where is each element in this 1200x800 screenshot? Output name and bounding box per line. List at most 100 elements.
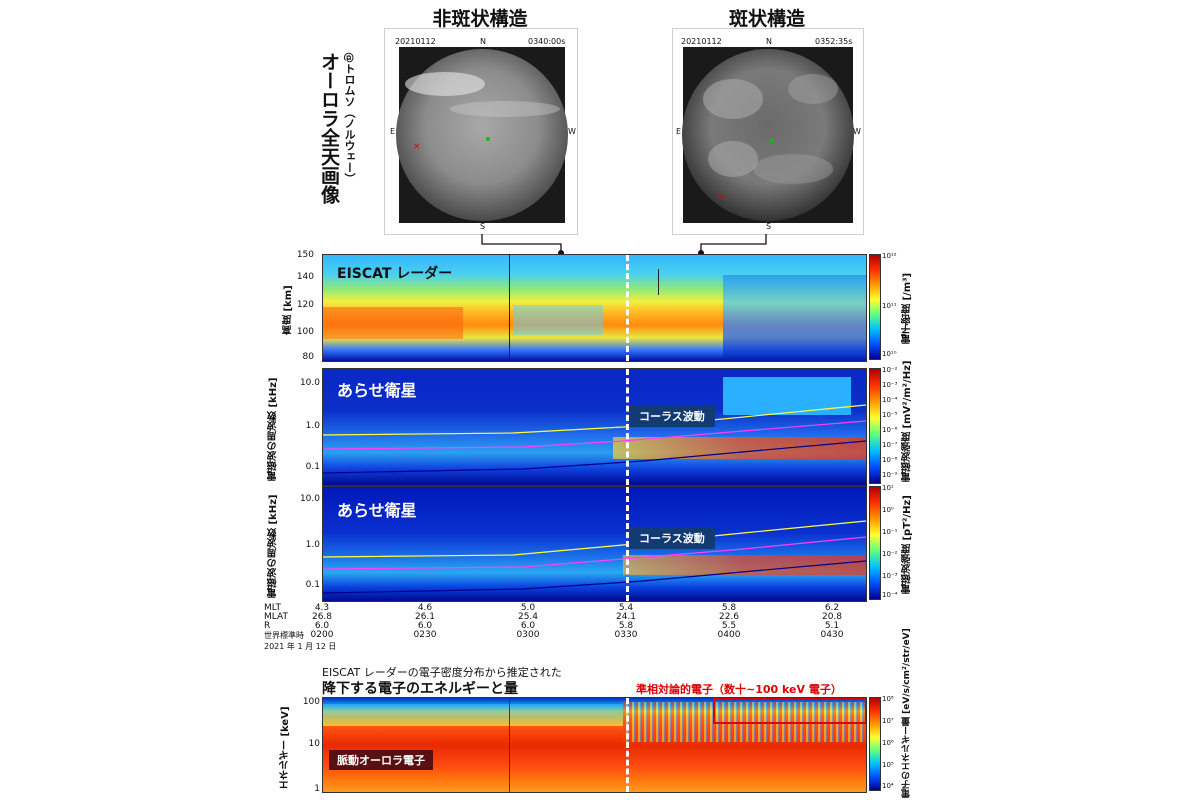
allsky-image-left: 20210112 N 0340:00s E W S ×	[384, 28, 578, 235]
panel2-cbar-label: 電磁波強度 [mV²/m²/Hz]	[902, 360, 913, 482]
panel2-cbar-tick-4: 10⁻⁶	[882, 426, 898, 434]
connector-lines	[481, 234, 767, 256]
panel4-cbar-tick-4: 10⁴	[882, 782, 894, 790]
panel3-ylabel: 電磁波の周波数 [kHz]	[268, 494, 279, 598]
panel2-cbar-tick-1: 10⁻³	[882, 381, 898, 389]
panel2-cbar-tick-7: 10⁻⁹	[882, 471, 898, 479]
panel1-colorbar	[869, 254, 881, 360]
panel2-chorus-label: コーラス波動	[629, 405, 715, 427]
energy-caption-line1: EISCAT レーダーの電子密度分布から推定された	[322, 666, 562, 679]
panel4-cbar-tick-2: 10⁶	[882, 739, 894, 747]
panel2-plot: あらせ衛星 コーラス波動	[322, 368, 867, 486]
allsky-right-arase-marker	[770, 139, 774, 143]
xaxis-col-2: 5.0 25.4 6.0 0300	[516, 603, 540, 640]
xaxis-date: 2021 年 1 月 12 日	[264, 642, 337, 651]
panel1-ytick-4: 80	[302, 352, 314, 362]
allsky-title: オーロラ全天画像	[318, 52, 340, 204]
panel3-cbar-tick-2: 10⁻¹	[882, 528, 898, 536]
allsky-left-arase-marker	[486, 137, 490, 141]
allsky-right-e: E	[676, 127, 682, 136]
panel2-ytick-0: 10.0	[299, 378, 320, 388]
panel3-title: あらせ衛星	[337, 501, 417, 520]
panel3-plot: あらせ衛星 コーラス波動	[322, 486, 867, 602]
panel2-cbar-tick-5: 10⁻⁷	[882, 441, 898, 449]
xaxis-col-5: 6.2 20.8 5.1 0430	[820, 603, 844, 640]
panel4-ytick-1: 10	[308, 739, 320, 749]
panel1-cbar-label: 電子密度 [/m³]	[902, 272, 913, 344]
panel2-ytick-1: 1.0	[305, 421, 320, 431]
panel3-ytick-2: 0.1	[305, 580, 320, 590]
panel3-cbar-tick-5: 10⁻⁴	[882, 591, 898, 599]
panel3-chorus-label: コーラス波動	[629, 527, 715, 549]
panel1-title: EISCAT レーダー	[337, 266, 453, 282]
panel1-cbar-tick-1: 10¹¹	[882, 302, 897, 310]
allsky-right-time: 0352:35s	[815, 37, 853, 46]
allsky-left-s: S	[480, 222, 486, 231]
panel3-ytick-1: 1.0	[305, 540, 320, 550]
panel4-cbar-tick-0: 10⁸	[882, 695, 894, 703]
xaxis-col-0: 4.3 26.8 6.0 0200	[310, 603, 334, 640]
pulsating-aurora-label: 脈動オーロラ電子	[329, 750, 433, 770]
header-patchy: 斑状構造	[728, 8, 805, 30]
panel4-plot: 脈動オーロラ電子	[322, 697, 867, 793]
panel3-ytick-0: 10.0	[299, 494, 320, 504]
allsky-right-disk	[682, 49, 854, 221]
relativistic-box	[713, 698, 866, 724]
panel4-ytick-2: 1	[314, 784, 320, 794]
panel4-cbar-tick-3: 10⁵	[882, 761, 894, 769]
panel2-cbar-tick-6: 10⁻⁸	[882, 456, 898, 464]
allsky-left-date: 20210112	[395, 37, 436, 46]
xaxis-col-3: 5.4 24.1 5.8 0330	[614, 603, 638, 640]
energy-annotation-relativistic: 準相対論的電子（数十~100 keV 電子）	[636, 683, 842, 696]
panel2-cbar-tick-2: 10⁻⁴	[882, 396, 898, 404]
allsky-right-s: S	[766, 222, 772, 231]
xaxis-col-1: 4.6 26.1 6.0 0230	[413, 603, 437, 640]
allsky-right-n: N	[766, 37, 772, 46]
allsky-right-w: W	[853, 127, 861, 136]
xaxis-row-r: R	[264, 621, 271, 631]
allsky-image-right: 20210112 N 0352:35s E W S ×	[672, 28, 864, 235]
panel2-ylabel: 電磁波の周波数 [kHz]	[268, 377, 279, 481]
allsky-right-eiscat-marker: ×	[717, 192, 725, 202]
header-non-patchy: 非斑状構造	[432, 8, 528, 30]
panel3-colorbar	[869, 486, 881, 600]
xaxis-row-mlt: MLT	[264, 603, 282, 613]
panel2-cbar-tick-3: 10⁻⁵	[882, 411, 898, 419]
panel1-cbar-tick-0: 10¹²	[882, 252, 897, 260]
panel1-plot: EISCAT レーダー	[322, 254, 867, 362]
panel4-colorbar	[869, 697, 881, 791]
allsky-left-e: E	[390, 127, 396, 136]
xaxis-col-4: 5.8 22.6 5.5 0400	[717, 603, 741, 640]
allsky-right-svg: ×	[682, 47, 854, 223]
panel3-cbar-tick-0: 10¹	[882, 484, 894, 492]
panel1-cbar-tick-2: 10¹⁰	[882, 350, 897, 358]
panel4-cbar-tick-1: 10⁷	[882, 717, 894, 725]
panel2-colorbar	[869, 368, 881, 484]
allsky-subtitle: @トロムソ（ノルウェー）	[343, 52, 356, 184]
panel2-cbar-tick-0: 10⁻²	[882, 366, 898, 374]
allsky-left-eiscat-marker: ×	[413, 142, 421, 152]
allsky-left-svg: ×	[396, 47, 568, 223]
panel1-ytick-1: 140	[296, 272, 314, 282]
panel1-ytick-3: 100	[296, 327, 314, 337]
panel4-ytick-0: 100	[302, 697, 320, 707]
energy-caption-line2: 降下する電子のエネルギーと量	[322, 681, 518, 697]
panel2-lines	[323, 404, 866, 474]
allsky-left-time: 0340:00s	[528, 37, 566, 46]
xaxis-row-mlat: MLAT	[264, 612, 288, 622]
panel3-cbar-tick-3: 10⁻²	[882, 550, 898, 558]
panel3-lines	[323, 520, 866, 594]
panel3-cbar-tick-1: 10⁰	[882, 506, 894, 514]
allsky-right-date: 20210112	[681, 37, 722, 46]
xaxis-row-ut: 世界標準時	[264, 631, 304, 640]
allsky-left-w: W	[568, 127, 576, 136]
panel2-ytick-2: 0.1	[305, 462, 320, 472]
panel2-title: あらせ衛星	[337, 381, 417, 400]
panel3-cbar-label: 電磁波強度 [pT²/Hz]	[902, 495, 913, 595]
panel1-ytick-2: 120	[296, 300, 314, 310]
allsky-left-n: N	[480, 37, 486, 46]
panel4-ylabel: エネルギー [keV]	[280, 706, 291, 790]
panel1-ytick-0: 150	[296, 250, 314, 260]
panel3-cbar-tick-4: 10⁻³	[882, 572, 898, 580]
panel4-cbar-label: 電子のエネルギー量 [eV/s/cm²/str/eV]	[902, 628, 912, 798]
